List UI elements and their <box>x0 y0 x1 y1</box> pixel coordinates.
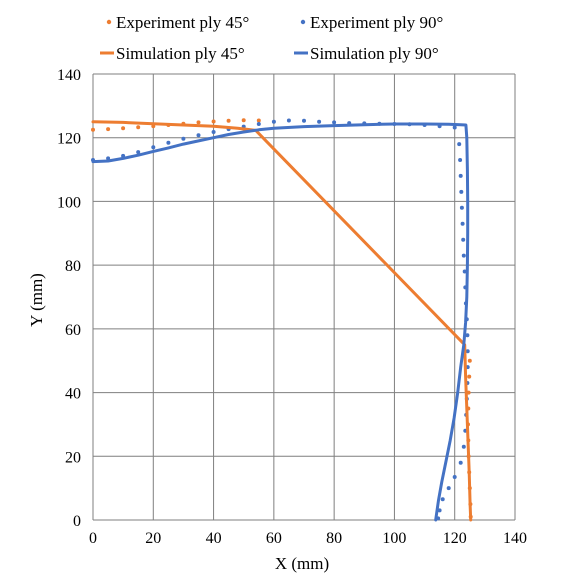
data-point <box>461 253 466 258</box>
legend-label: Experiment ply 90° <box>310 13 443 32</box>
legend: Experiment ply 45° Experiment ply 90° Simu… <box>100 13 443 63</box>
data-point <box>460 221 465 226</box>
series-simulation-ply-45 <box>91 120 473 522</box>
x-tick-label: 60 <box>266 530 282 547</box>
gridlines <box>92 73 516 521</box>
series-line <box>91 120 473 522</box>
data-point <box>317 119 322 124</box>
y-tick-label: 100 <box>57 194 81 211</box>
y-tick-label: 120 <box>57 131 81 148</box>
data-point <box>136 125 141 130</box>
data-point <box>286 118 291 123</box>
data-point <box>452 125 457 130</box>
data-point <box>457 142 462 147</box>
x-axis-title: X (mm) <box>275 554 329 573</box>
data-point <box>256 122 261 126</box>
legend-swatch <box>106 19 112 25</box>
data-point <box>302 118 306 123</box>
data-point <box>166 140 171 145</box>
y-tick-label: 20 <box>65 449 81 466</box>
data-point <box>458 460 463 465</box>
data-point <box>256 118 261 123</box>
data-point <box>461 444 466 449</box>
legend-swatch <box>300 19 306 25</box>
x-tick-label: 40 <box>206 530 222 547</box>
data-point <box>196 133 201 138</box>
x-tick-label: 80 <box>326 530 342 547</box>
y-tick-label: 40 <box>65 386 81 403</box>
data-point <box>181 136 186 141</box>
data-point <box>458 158 463 162</box>
legend-item: Simulation ply 45° <box>100 44 245 63</box>
data-point <box>332 120 337 125</box>
data-point <box>446 486 451 491</box>
data-point <box>271 119 276 124</box>
data-point <box>465 333 470 338</box>
series-simulation-ply-90 <box>91 122 470 522</box>
series-line <box>91 122 470 522</box>
data-point <box>461 237 466 242</box>
data-point <box>91 127 95 132</box>
data-point <box>467 358 472 363</box>
series-experiment-ply-45 <box>91 118 473 519</box>
legend-item: Simulation ply 90° <box>294 44 439 63</box>
data-point <box>458 173 463 178</box>
data-point <box>196 120 201 125</box>
y-tick-label: 140 <box>57 67 81 84</box>
x-tick-label: 100 <box>382 530 406 547</box>
legend-label: Simulation ply 90° <box>310 44 439 63</box>
legend-item: Experiment ply 90° <box>300 13 443 32</box>
data-point <box>459 205 464 210</box>
data-point <box>467 374 472 379</box>
data-point <box>440 497 445 502</box>
data-point <box>211 119 216 124</box>
data-point <box>241 118 246 123</box>
x-tick-label: 0 <box>89 530 97 547</box>
x-tick-label: 20 <box>145 530 161 547</box>
data-point <box>106 127 111 132</box>
data-point <box>136 150 141 155</box>
tick-labels: 0 20 40 60 80 100 120 140 0 20 40 60 80 100 120 140 <box>57 67 527 547</box>
legend-label: Simulation ply 45° <box>116 44 245 63</box>
data-point <box>459 189 464 194</box>
series-layer <box>91 118 473 522</box>
y-tick-label: 0 <box>73 513 81 530</box>
data-point <box>452 475 457 479</box>
legend-item: Experiment ply 45° <box>106 13 249 32</box>
data-point <box>211 130 216 134</box>
legend-label: Experiment ply 45° <box>116 13 249 32</box>
x-tick-label: 140 <box>503 530 527 547</box>
data-point <box>462 269 467 274</box>
y-tick-label: 80 <box>65 258 81 275</box>
series-experiment-ply-90 <box>91 118 470 521</box>
data-point <box>151 145 156 150</box>
data-point <box>226 118 231 123</box>
y-tick-label: 60 <box>65 322 81 339</box>
y-axis-title: Y (mm) <box>27 273 46 327</box>
data-point <box>465 349 470 354</box>
x-tick-label: 120 <box>443 530 467 547</box>
data-point <box>121 126 126 131</box>
